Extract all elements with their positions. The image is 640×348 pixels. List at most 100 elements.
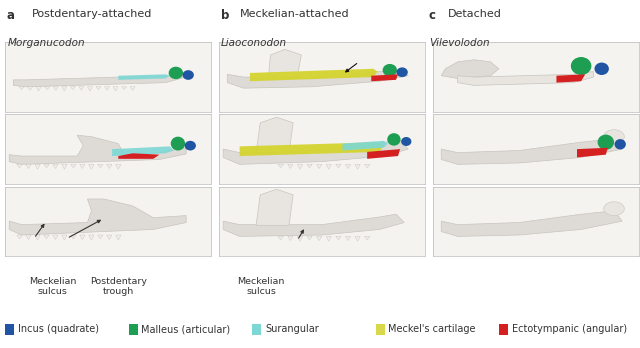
- Polygon shape: [118, 74, 170, 80]
- Polygon shape: [256, 189, 293, 225]
- Polygon shape: [35, 235, 40, 240]
- Polygon shape: [278, 236, 284, 240]
- Polygon shape: [116, 235, 121, 240]
- Polygon shape: [223, 214, 404, 236]
- Polygon shape: [28, 87, 33, 90]
- Text: Liaoconodon: Liaoconodon: [221, 38, 287, 48]
- Polygon shape: [278, 164, 284, 168]
- Polygon shape: [355, 236, 360, 241]
- Polygon shape: [227, 70, 408, 88]
- Ellipse shape: [571, 57, 591, 75]
- Polygon shape: [9, 199, 186, 235]
- Ellipse shape: [171, 137, 185, 150]
- Ellipse shape: [182, 70, 194, 80]
- Polygon shape: [239, 142, 383, 156]
- Polygon shape: [346, 236, 351, 240]
- Polygon shape: [89, 164, 94, 169]
- Polygon shape: [44, 164, 49, 168]
- Polygon shape: [98, 235, 103, 239]
- Text: Surangular: Surangular: [265, 324, 319, 334]
- Polygon shape: [19, 87, 24, 89]
- Polygon shape: [62, 87, 67, 91]
- Text: Vilevolodon: Vilevolodon: [429, 38, 490, 48]
- Polygon shape: [36, 87, 41, 91]
- Polygon shape: [307, 236, 312, 240]
- Text: Meckel's cartilage: Meckel's cartilage: [388, 324, 476, 334]
- Polygon shape: [113, 87, 118, 91]
- Text: Meckelian
sulcus: Meckelian sulcus: [29, 277, 76, 296]
- Polygon shape: [298, 164, 303, 169]
- Polygon shape: [52, 235, 58, 239]
- Polygon shape: [365, 164, 370, 168]
- Ellipse shape: [169, 67, 183, 79]
- Polygon shape: [441, 211, 622, 236]
- Text: Meckelian
sulcus: Meckelian sulcus: [237, 277, 285, 296]
- Text: Morganucodon: Morganucodon: [8, 38, 85, 48]
- Ellipse shape: [401, 137, 412, 146]
- Polygon shape: [256, 117, 293, 153]
- Polygon shape: [365, 236, 370, 240]
- Polygon shape: [45, 87, 50, 89]
- Text: Meckelian-attached: Meckelian-attached: [240, 9, 349, 19]
- Text: Malleus (articular): Malleus (articular): [141, 324, 230, 334]
- Text: Postdentary
trough: Postdentary trough: [90, 277, 147, 296]
- Polygon shape: [317, 164, 322, 168]
- Polygon shape: [17, 164, 22, 168]
- Ellipse shape: [595, 63, 609, 75]
- Polygon shape: [122, 87, 127, 89]
- Polygon shape: [298, 236, 303, 241]
- Polygon shape: [61, 235, 67, 240]
- Polygon shape: [52, 164, 58, 168]
- Polygon shape: [79, 87, 84, 90]
- Polygon shape: [355, 164, 360, 169]
- Ellipse shape: [184, 141, 196, 150]
- Polygon shape: [250, 69, 378, 81]
- Ellipse shape: [598, 135, 614, 150]
- Text: Postdentary-attached: Postdentary-attached: [32, 9, 152, 19]
- Polygon shape: [80, 235, 85, 239]
- Polygon shape: [336, 164, 341, 168]
- Polygon shape: [342, 141, 388, 150]
- Polygon shape: [317, 236, 322, 240]
- Text: a: a: [6, 9, 15, 22]
- Polygon shape: [441, 60, 499, 78]
- Polygon shape: [116, 164, 121, 169]
- Polygon shape: [346, 164, 351, 168]
- Ellipse shape: [604, 130, 625, 144]
- Polygon shape: [35, 164, 40, 169]
- Polygon shape: [441, 139, 622, 164]
- Text: b: b: [221, 9, 229, 22]
- Polygon shape: [577, 148, 608, 157]
- Polygon shape: [70, 87, 76, 89]
- Polygon shape: [88, 87, 92, 91]
- Polygon shape: [118, 153, 159, 159]
- Polygon shape: [107, 164, 112, 168]
- Ellipse shape: [387, 133, 401, 146]
- Polygon shape: [223, 141, 408, 164]
- Ellipse shape: [614, 139, 626, 149]
- Text: c: c: [429, 9, 436, 22]
- Polygon shape: [107, 235, 112, 239]
- Polygon shape: [80, 164, 85, 168]
- Polygon shape: [13, 73, 186, 87]
- Polygon shape: [288, 164, 293, 168]
- Polygon shape: [9, 135, 186, 164]
- Polygon shape: [130, 87, 135, 90]
- Polygon shape: [26, 235, 31, 239]
- Text: Detached: Detached: [448, 9, 502, 19]
- Polygon shape: [53, 87, 58, 90]
- Polygon shape: [89, 235, 94, 240]
- Polygon shape: [112, 147, 174, 156]
- Ellipse shape: [604, 202, 625, 216]
- Polygon shape: [307, 164, 312, 168]
- Ellipse shape: [397, 68, 408, 77]
- Polygon shape: [326, 236, 332, 241]
- Polygon shape: [98, 164, 103, 168]
- Polygon shape: [26, 164, 31, 168]
- Polygon shape: [458, 72, 593, 85]
- Ellipse shape: [383, 64, 397, 77]
- Polygon shape: [96, 87, 101, 89]
- Polygon shape: [371, 74, 398, 81]
- Polygon shape: [61, 164, 67, 169]
- Polygon shape: [556, 74, 585, 82]
